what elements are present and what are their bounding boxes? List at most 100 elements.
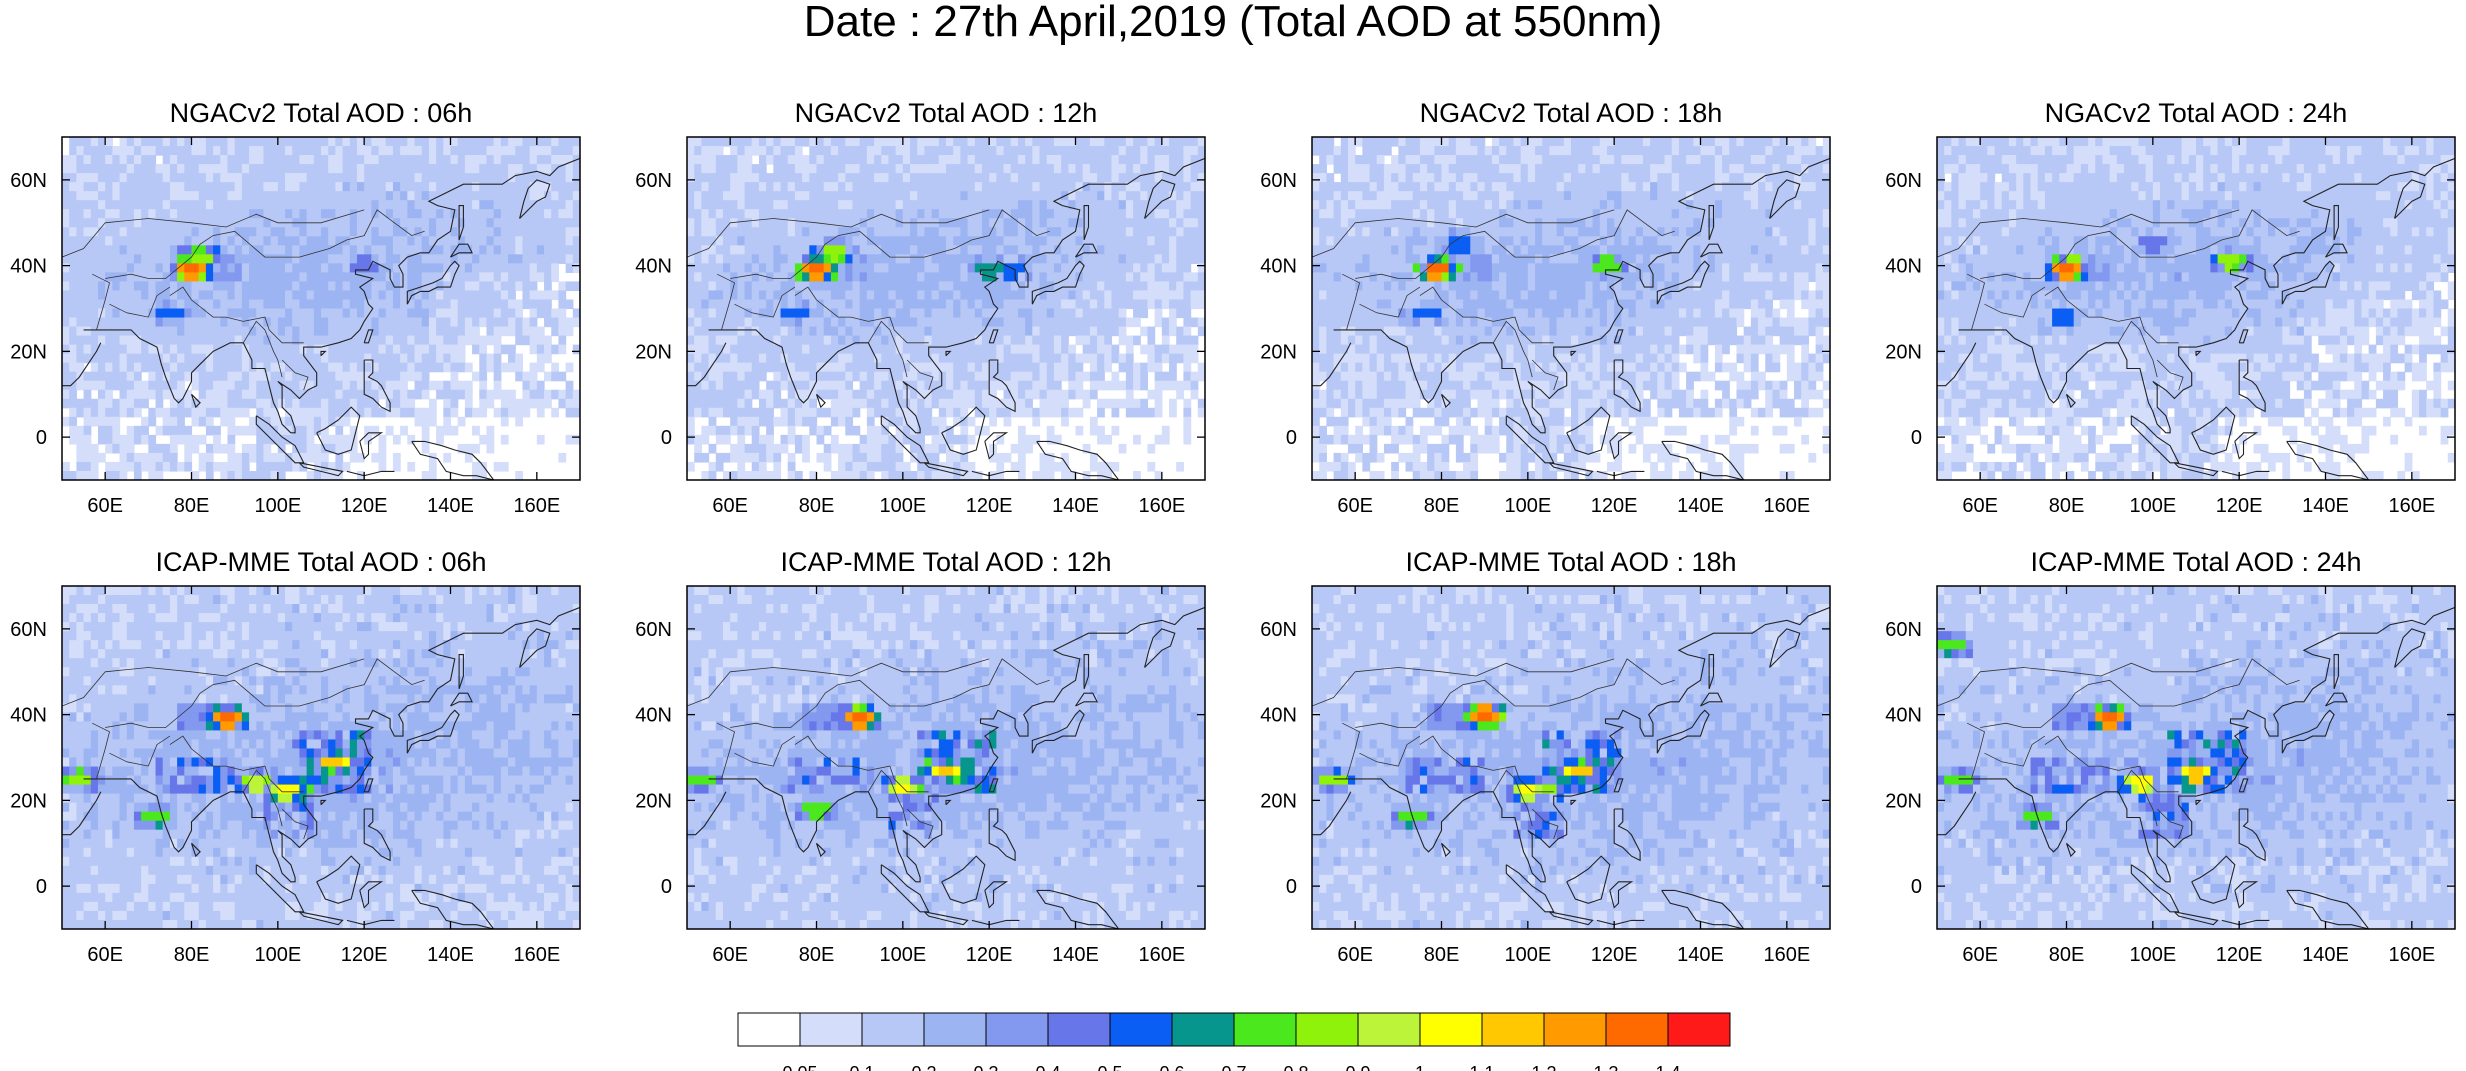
aod-cell (1082, 398, 1091, 409)
aod-cell (1176, 272, 1185, 283)
aod-cell (105, 281, 113, 292)
aod-cell (1025, 353, 1033, 364)
aod-cell (1010, 218, 1019, 228)
aod-cell (737, 137, 746, 147)
aod-cell (76, 470, 85, 480)
aod-cell (1118, 218, 1127, 228)
aod-cell (162, 452, 171, 463)
aod-cell (1010, 263, 1019, 273)
aod-cell (1097, 236, 1105, 246)
aod-cell (551, 146, 560, 156)
aod-cell (1068, 137, 1077, 147)
aod-cell (213, 362, 221, 373)
aod-cell (888, 245, 897, 255)
aod-cell (97, 362, 106, 373)
aod-cell (722, 398, 731, 409)
aod-cell (1133, 398, 1141, 409)
aod-cell (881, 173, 890, 183)
aod-cell (479, 353, 488, 364)
aod-cell (946, 227, 954, 237)
aod-cell (1154, 245, 1163, 255)
aod-cell (162, 146, 171, 156)
aod-cell (385, 290, 394, 301)
aod-cell (371, 371, 380, 382)
aod-cell (249, 182, 257, 192)
aod-cell (1154, 380, 1163, 391)
aod-cell (931, 146, 940, 156)
aod-cell (263, 407, 272, 418)
aod-cell (1176, 254, 1185, 264)
aod-cell (428, 326, 437, 337)
aod-cell (493, 218, 502, 228)
aod-cell (931, 164, 940, 174)
panel-title: NGACv2 Total AOD : 12h (795, 98, 1098, 128)
aod-cell (967, 200, 976, 210)
aod-cell (1104, 155, 1113, 165)
aod-cell (299, 308, 308, 319)
aod-cell (830, 164, 839, 174)
aod-cell (802, 164, 810, 174)
aod-cell (902, 146, 911, 156)
aod-cell (917, 173, 926, 183)
aod-cell (155, 398, 164, 409)
aod-cell (69, 371, 77, 382)
aod-cell (551, 272, 560, 283)
aod-cell (112, 227, 121, 237)
aod-cell (479, 380, 488, 391)
aod-cell (1089, 371, 1098, 382)
aod-cell (313, 173, 322, 183)
aod-cell (751, 191, 760, 201)
aod-cell (1075, 335, 1084, 346)
aod-cell (722, 155, 731, 165)
aod-cell (177, 200, 185, 210)
aod-cell (356, 470, 365, 480)
aod-cell (443, 452, 452, 463)
aod-cell (335, 344, 344, 355)
aod-cell (450, 281, 459, 292)
aod-cell (687, 200, 695, 210)
aod-cell (349, 137, 358, 147)
aod-cell (1053, 272, 1062, 283)
aod-cell (708, 218, 717, 228)
aod-cell (989, 308, 997, 319)
aod-cell (565, 173, 574, 183)
aod-cell (306, 407, 315, 418)
aod-cell (910, 452, 918, 463)
aod-cell (910, 398, 918, 409)
aod-cell (364, 209, 372, 219)
aod-cell (364, 371, 372, 382)
aod-cell (895, 155, 904, 165)
aod-cell (392, 263, 401, 273)
aod-cell (1133, 272, 1141, 283)
aod-cell (1412, 137, 1421, 147)
aod-cell (787, 290, 796, 301)
aod-cell (83, 164, 92, 174)
aod-cell (758, 299, 767, 310)
aod-cell (349, 344, 358, 355)
aod-cell (1039, 272, 1048, 283)
aod-cell (931, 308, 940, 319)
aod-cell (917, 245, 926, 255)
aod-cell (1068, 308, 1077, 319)
aod-cell (306, 137, 315, 147)
aod-cell (874, 380, 882, 391)
aod-cell (917, 281, 926, 292)
aod-cell (536, 353, 545, 364)
aod-cell (335, 173, 344, 183)
aod-cell (708, 164, 717, 174)
aod-cell (62, 245, 70, 255)
aod-cell (874, 308, 882, 319)
aod-cell (996, 263, 1005, 273)
aod-cell (974, 155, 983, 165)
aod-cell (112, 434, 121, 445)
aod-cell (191, 416, 200, 427)
aod-cell (823, 461, 832, 472)
aod-cell (1190, 236, 1199, 246)
aod-cell (443, 290, 452, 301)
aod-cell (486, 308, 495, 319)
aod-cell (62, 191, 70, 201)
aod-cell (493, 461, 502, 472)
aod-cell (428, 416, 437, 427)
aod-cell (967, 218, 976, 228)
aod-cell (1111, 380, 1120, 391)
